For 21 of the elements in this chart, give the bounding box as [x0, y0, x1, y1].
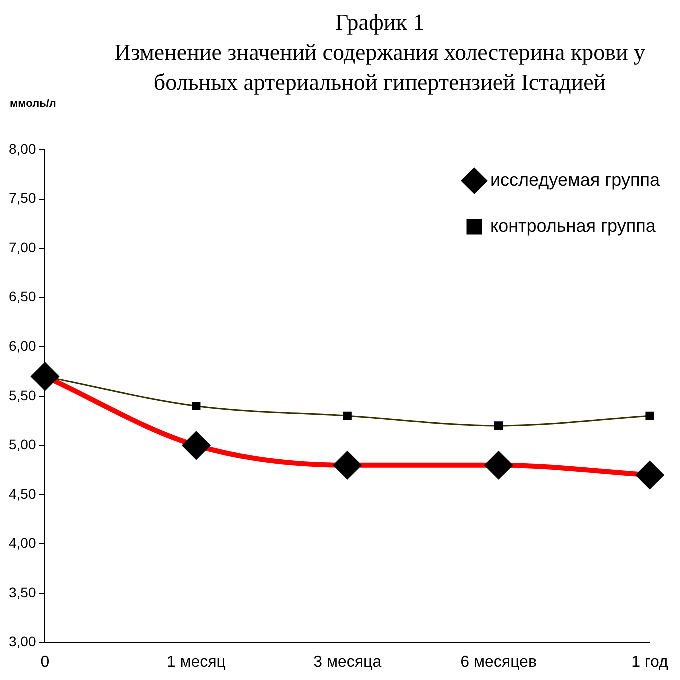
chart-subtitle: Изменение значений содержания холестерина крови у больных артериальной гипертензией Iстадией	[113, 39, 647, 97]
y-tick-label: 7,50	[9, 190, 36, 206]
x-tick-label: 0	[40, 654, 50, 671]
y-tick-label: 7,00	[9, 239, 36, 256]
legend-label: контрольная группа	[490, 216, 657, 236]
y-tick-label: 5,00	[9, 436, 36, 453]
y-tick-label: 5,50	[9, 387, 36, 404]
x-tick-label: 1 год	[632, 654, 670, 671]
y-tick-label: 8,00	[9, 140, 36, 157]
y-tick-label: 4,00	[9, 535, 36, 552]
x-tick-label: 1 месяц	[166, 654, 226, 671]
y-tick-label: 6,00	[9, 338, 36, 354]
legend-label: исследуемая группа	[490, 170, 661, 190]
y-tick-label: 3,00	[9, 634, 36, 650]
y-tick-label: 3,50	[9, 584, 36, 600]
y-tick-label: 6,50	[9, 288, 36, 305]
x-tick-label: 6 месяцев	[460, 654, 537, 671]
y-axis-title: ммоль/л	[10, 98, 56, 110]
chart-title: График 1	[334, 9, 426, 37]
y-tick-label: 4,50	[9, 486, 36, 502]
x-tick-label: 3 месяца	[314, 654, 382, 671]
